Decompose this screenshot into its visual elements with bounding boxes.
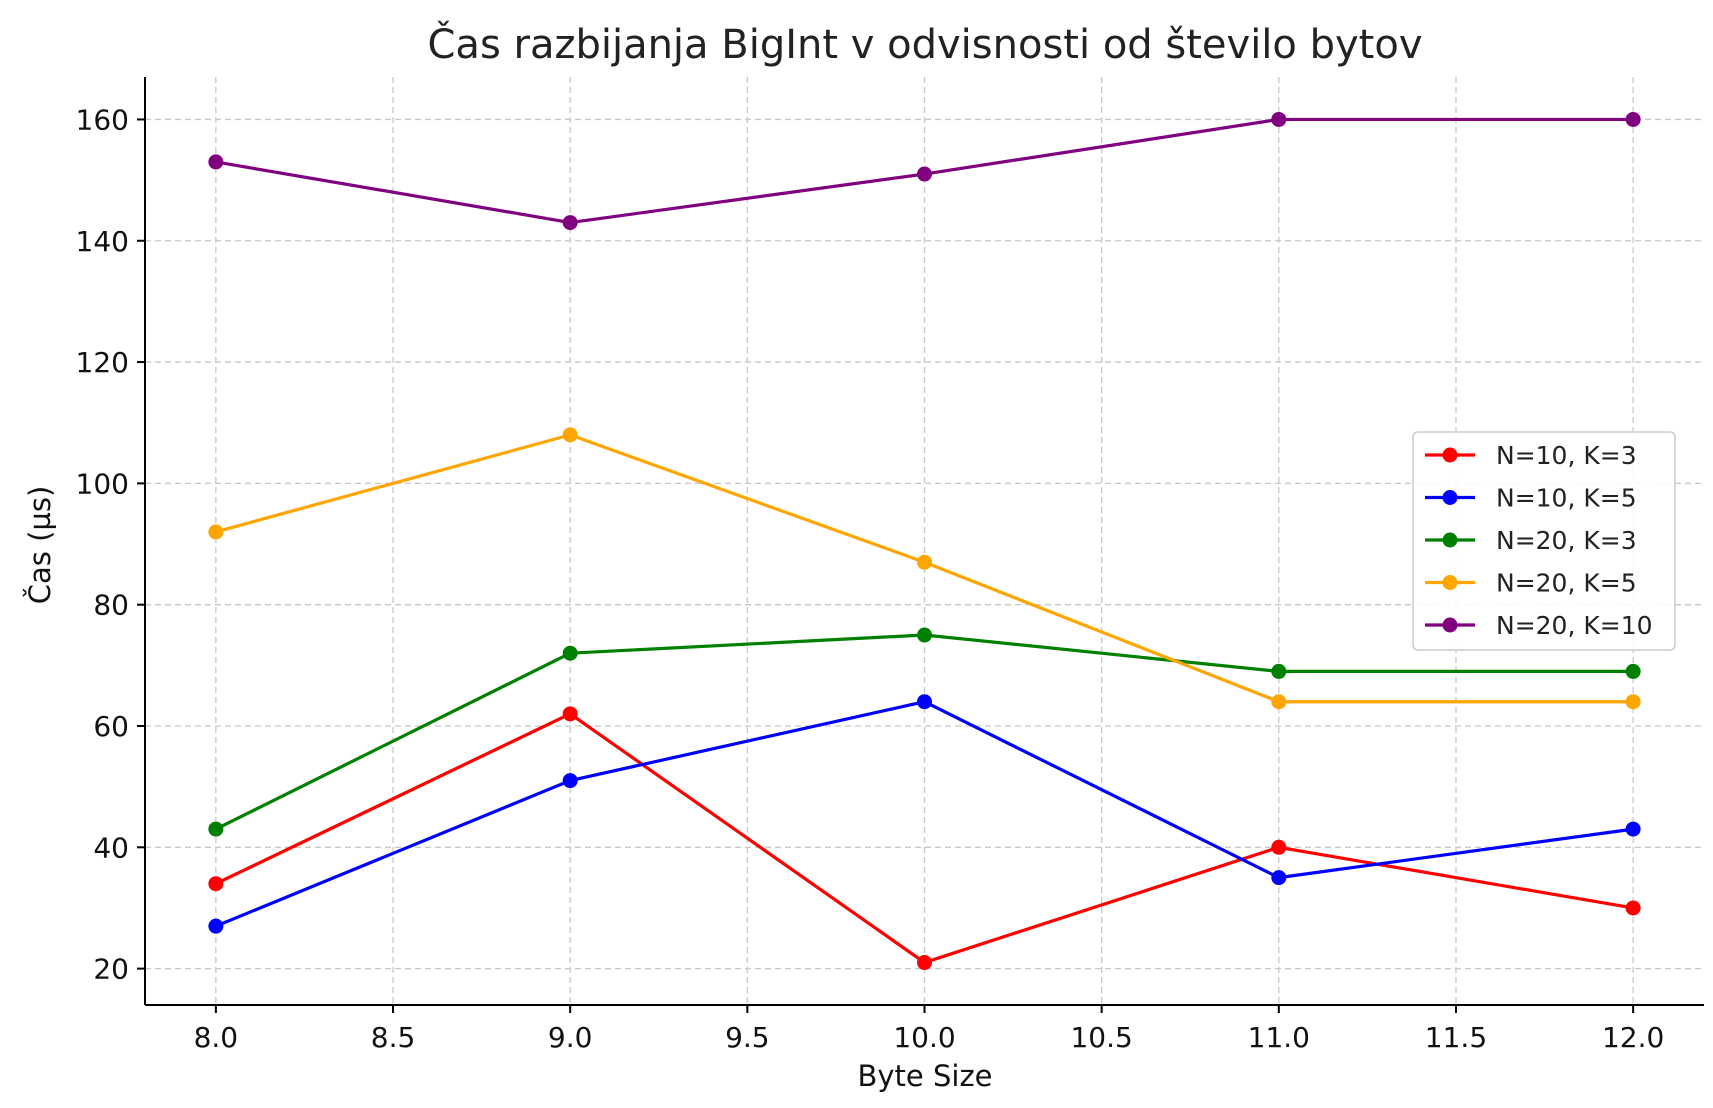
data-point [917, 166, 932, 182]
legend-label: N=10, K=5 [1496, 484, 1637, 513]
series-5 [208, 111, 1641, 231]
data-point [1271, 870, 1287, 886]
data-point [1271, 663, 1287, 679]
legend-marker [1442, 532, 1458, 548]
data-point [208, 876, 224, 892]
legend-item: N=20, K=10 [1425, 611, 1653, 640]
y-tick-label: 80 [93, 589, 129, 622]
y-tick-label: 100 [76, 467, 129, 500]
data-point [917, 694, 932, 710]
chart-title: Čas razbijanja BigInt v odvisnosti od št… [428, 20, 1423, 68]
data-point [917, 955, 932, 971]
y-tick-label: 140 [76, 225, 129, 258]
data-point [562, 645, 578, 661]
y-tick-label: 40 [93, 831, 129, 864]
data-point [208, 918, 224, 934]
legend-marker [1442, 617, 1458, 633]
data-point [1625, 821, 1641, 837]
x-tick-label: 11.0 [1248, 1021, 1310, 1054]
y-tick-label: 20 [93, 953, 129, 986]
y-tick-label: 120 [76, 346, 129, 379]
x-tick-label: 9.5 [725, 1021, 770, 1054]
data-point [562, 706, 578, 722]
legend-label: N=20, K=5 [1496, 569, 1637, 598]
legend-item: N=20, K=5 [1425, 569, 1637, 598]
series-1 [208, 706, 1641, 971]
data-point [562, 215, 578, 231]
series-group [208, 111, 1641, 971]
y-tick-label: 60 [93, 710, 129, 743]
x-tick-label: 10.5 [1070, 1021, 1132, 1054]
x-axis-label: Byte Size [857, 1059, 992, 1093]
legend-marker [1442, 575, 1458, 590]
legend-item: N=10, K=3 [1425, 441, 1637, 470]
data-point [1625, 694, 1641, 710]
x-tick-label: 8.0 [194, 1021, 239, 1054]
legend-box [1412, 431, 1676, 651]
ticks: 8.0 8.5 9.0 9.5 10.0 10.5 11.0 11.5 12.0 20 40 60 80… [76, 103, 1665, 1054]
legend-marker [1442, 447, 1458, 463]
x-tick-label: 8.5 [371, 1021, 416, 1054]
data-point [208, 821, 224, 837]
data-point [917, 554, 932, 570]
legend-item: N=10, K=5 [1425, 484, 1637, 513]
x-tick-label: 12.0 [1602, 1021, 1664, 1054]
legend-label: N=10, K=3 [1496, 441, 1637, 470]
legend-label: N=20, K=3 [1496, 526, 1637, 555]
data-point [1271, 694, 1287, 710]
series-2 [208, 694, 1641, 934]
data-point [208, 524, 224, 540]
y-tick-label: 160 [76, 103, 129, 136]
series-4 [208, 427, 1641, 710]
legend-item: N=20, K=3 [1425, 526, 1637, 555]
legend-marker [1442, 490, 1458, 505]
data-point [1625, 663, 1641, 679]
data-point [1271, 111, 1287, 127]
data-point [1271, 839, 1287, 855]
legend-label: N=20, K=10 [1496, 611, 1653, 640]
data-point [208, 154, 224, 170]
legend: N=10, K=3 N=10, K=5 N=20, K=3 N=20, K=5 N=20… [1412, 431, 1676, 651]
y-axis-label: Čas (µs) [23, 486, 57, 605]
x-tick-label: 9.0 [548, 1021, 593, 1054]
x-tick-label: 11.5 [1425, 1021, 1487, 1054]
data-point [562, 773, 578, 789]
series-3 [208, 627, 1641, 837]
data-point [917, 627, 932, 643]
data-point [562, 427, 578, 443]
data-point [1625, 900, 1641, 916]
data-point [1625, 111, 1641, 127]
x-tick-label: 10.0 [893, 1021, 955, 1054]
